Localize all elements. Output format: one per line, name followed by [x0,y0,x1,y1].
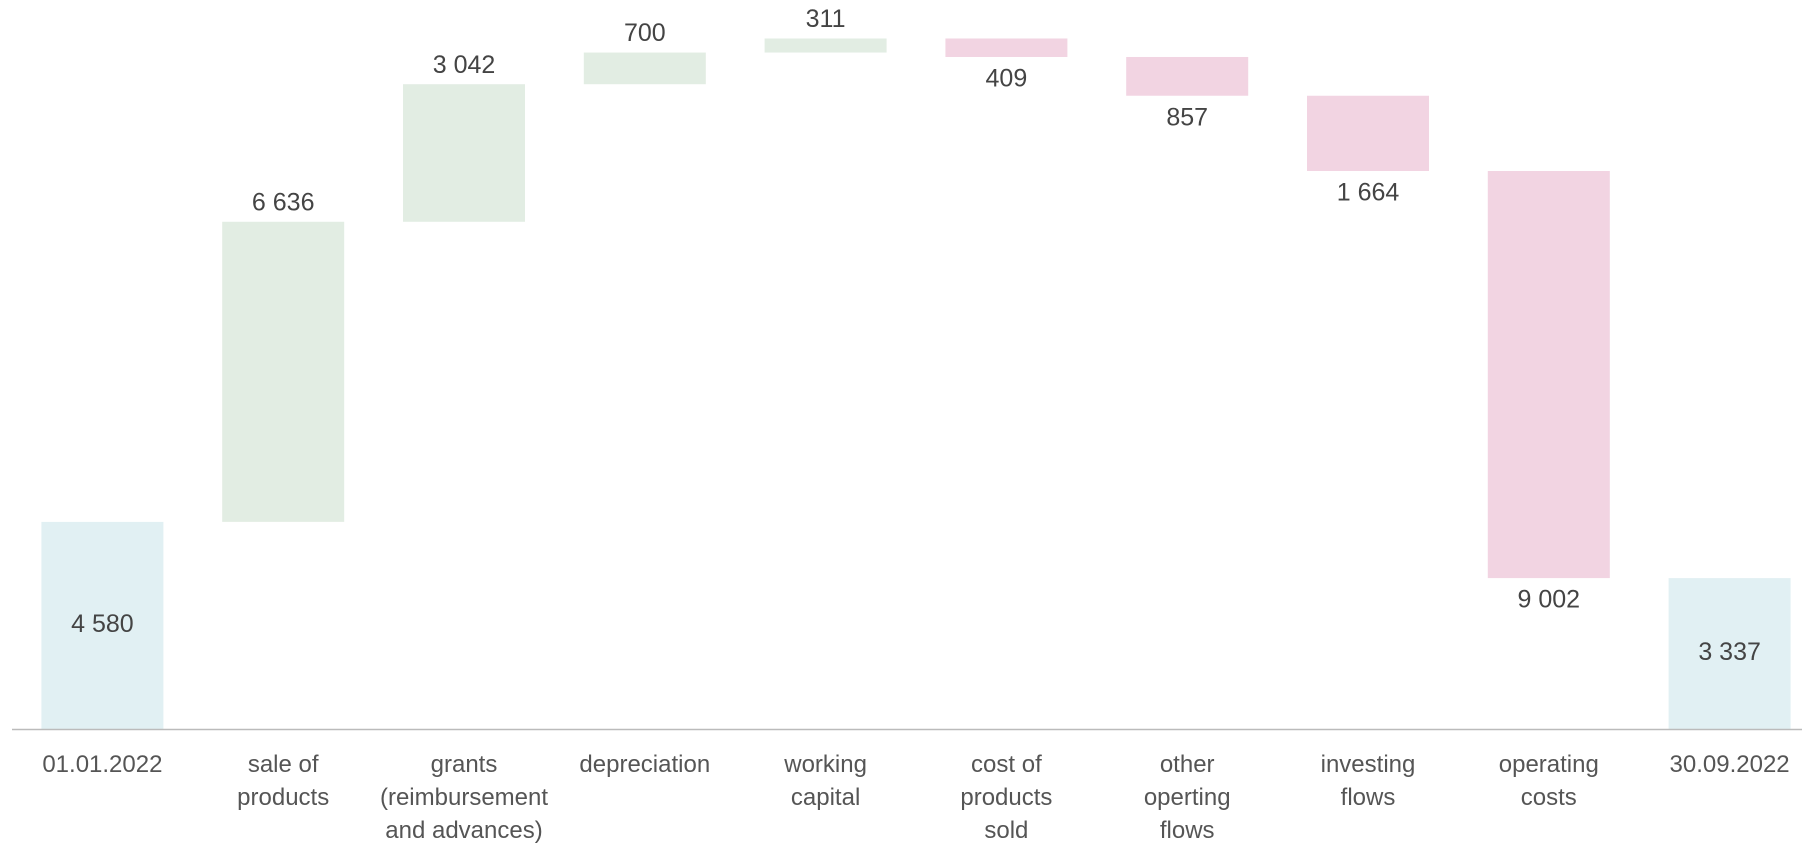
value-label: 4 580 [71,610,134,638]
value-label: 857 [1166,103,1208,131]
category-label: 30.09.2022 [1669,751,1790,778]
value-label: 700 [624,19,666,47]
category-label: grants (reimbursement and advances) [379,751,549,844]
value-label: 311 [806,5,846,33]
bar [403,84,525,222]
category-label: other operting flows [1143,751,1231,844]
bar [583,52,706,85]
bar [1668,578,1791,729]
bar [1126,56,1249,96]
bar [764,38,887,53]
bar [41,521,164,729]
value-label: 6 636 [252,188,315,216]
category-label: working capital [784,751,867,811]
value-label: 3 042 [433,51,496,79]
category-label: sale of products [237,751,330,811]
value-label: 1 664 [1337,179,1400,207]
category-label: cost of products sold [960,751,1053,844]
bar [222,221,345,522]
bar [945,38,1068,57]
category-label: 01.01.2022 [42,751,163,778]
value-label: 3 337 [1698,638,1761,666]
category-label: depreciation [579,751,711,778]
value-label: 9 002 [1518,586,1581,614]
bar [1307,95,1429,171]
category-label: operating costs [1498,751,1599,811]
value-label: 409 [986,65,1028,93]
bar [1487,170,1610,579]
category-label: investing flows [1320,751,1416,811]
